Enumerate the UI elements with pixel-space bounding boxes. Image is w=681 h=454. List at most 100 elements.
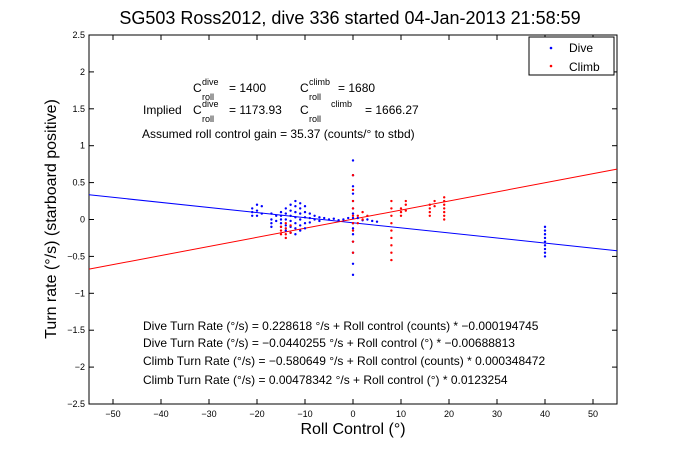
- dive-data-point: [260, 205, 263, 208]
- legend-dive-label: Dive: [569, 41, 593, 55]
- climb-data-point: [351, 174, 355, 177]
- dive-data-point: [284, 224, 287, 227]
- dive-data-point: [351, 185, 355, 188]
- dive-data-point: [308, 216, 311, 220]
- dive-data-point: [294, 205, 297, 208]
- dive-data-point: [351, 273, 355, 277]
- climb-data-point: [356, 214, 359, 218]
- climb-data-point: [433, 205, 436, 208]
- chart-title: SG503 Ross2012, dive 336 started 04-Jan-…: [119, 8, 580, 28]
- dive-data-point: [543, 247, 547, 251]
- x-tick-label: 20: [444, 409, 454, 419]
- climb-data-point: [443, 203, 446, 206]
- y-tick-label: −2: [75, 362, 85, 372]
- climb-data-point: [279, 225, 283, 229]
- dive-data-point: [299, 212, 302, 215]
- assumed-gain-text: Assumed roll control gain = 35.37 (count…: [142, 127, 415, 141]
- climb-data-point: [428, 214, 431, 218]
- dive-data-point: [299, 218, 302, 221]
- dive-data-point: [279, 218, 283, 221]
- climb-data-point: [390, 221, 393, 225]
- implied-c-climb-symbol: C: [300, 103, 309, 117]
- legend: Dive Climb: [528, 36, 615, 76]
- climb-data-point: [404, 199, 407, 203]
- dive-data-point: [279, 214, 283, 218]
- climb-data-point: [284, 227, 287, 230]
- dive-data-point: [308, 221, 311, 224]
- climb-data-point: [443, 218, 446, 221]
- c-climb-value: = 1680: [338, 81, 375, 95]
- implied-c-dive-superscript: dive: [202, 99, 219, 109]
- dive-data-point: [289, 203, 292, 206]
- implied-label: Implied: [143, 103, 182, 117]
- y-tick-label: 0.5: [72, 178, 85, 188]
- climb-data-point: [390, 236, 393, 240]
- dive-data-point: [543, 229, 547, 232]
- dive-data-point: [294, 233, 297, 236]
- climb-data-point: [399, 210, 403, 214]
- climb-data-point: [428, 203, 431, 206]
- dive-data-point: [251, 210, 254, 214]
- dive-data-point: [351, 212, 355, 215]
- dive-data-point: [289, 214, 292, 218]
- climb-data-point: [289, 224, 292, 227]
- dive-data-point: [284, 229, 287, 232]
- axis-ticks: −50 −40 −30 −20 −10 0 10 20 30 40 50 2.5 2 1.5 1 0.5 0 −0…: [67, 30, 617, 419]
- y-tick-label: 2.5: [72, 30, 85, 40]
- eq-climb-degrees: Climb Turn Rate (°/s) = 0.00478342 °/s +…: [143, 373, 508, 387]
- dive-data-point: [303, 216, 307, 219]
- dive-data-point: [332, 217, 335, 220]
- dive-data-point: [270, 218, 273, 221]
- y-tick-label: −0.5: [67, 251, 85, 261]
- x-tick-label: 40: [540, 409, 550, 419]
- climb-data-point: [390, 244, 393, 247]
- climb-data-point: [351, 221, 355, 225]
- legend-dive-marker: [549, 46, 553, 50]
- climb-data-point: [433, 199, 436, 203]
- x-tick-label: 0: [350, 409, 355, 419]
- dive-data-point: [543, 244, 547, 247]
- climb-data-point: [390, 258, 393, 262]
- dive-data-point: [303, 210, 307, 214]
- eq-dive-degrees: Dive Turn Rate (°/s) = −0.0440255 °/s + …: [143, 336, 515, 350]
- x-tick-label: 10: [396, 409, 406, 419]
- climb-data-point: [351, 240, 355, 243]
- dive-data-point: [299, 224, 302, 227]
- climb-data-point: [390, 214, 393, 218]
- climb-data-point: [399, 207, 403, 210]
- climb-data-point: [443, 199, 446, 203]
- climb-data-point: [351, 199, 355, 203]
- dive-data-point: [543, 255, 547, 258]
- dive-data-point: [543, 225, 547, 229]
- climb-data-point: [351, 229, 355, 232]
- dive-data-point: [255, 214, 259, 218]
- dive-data-point: [299, 229, 302, 232]
- dive-data-point: [375, 220, 379, 223]
- climb-data-point: [351, 214, 355, 218]
- x-tick-label: −50: [105, 409, 120, 419]
- climb-data-point: [361, 218, 364, 221]
- implied-c-climb-superscript: climb: [331, 99, 352, 109]
- climb-data-point: [366, 214, 369, 218]
- dive-data-point: [327, 218, 331, 221]
- climb-data-point: [351, 188, 355, 192]
- dive-data-point: [270, 212, 273, 215]
- c-dive-symbol: C: [193, 81, 202, 95]
- dive-data-point: [284, 212, 287, 215]
- climb-data-point: [443, 214, 446, 218]
- dive-data-point: [251, 207, 254, 210]
- climb-data-point: [289, 231, 292, 234]
- dive-data-point: [347, 216, 350, 220]
- dive-data-point: [260, 212, 263, 215]
- dive-data-point: [337, 219, 340, 222]
- implied-c-dive-subscript: roll: [202, 114, 214, 124]
- dive-data-point: [308, 212, 311, 215]
- dive-data-point: [289, 219, 292, 223]
- dive-data-point: [351, 159, 355, 162]
- dive-data-point: [543, 240, 547, 243]
- dive-data-point: [371, 219, 374, 223]
- c-dive-superscript: dive: [202, 77, 219, 87]
- x-tick-label: 30: [492, 409, 502, 419]
- dive-data-point: [303, 221, 307, 225]
